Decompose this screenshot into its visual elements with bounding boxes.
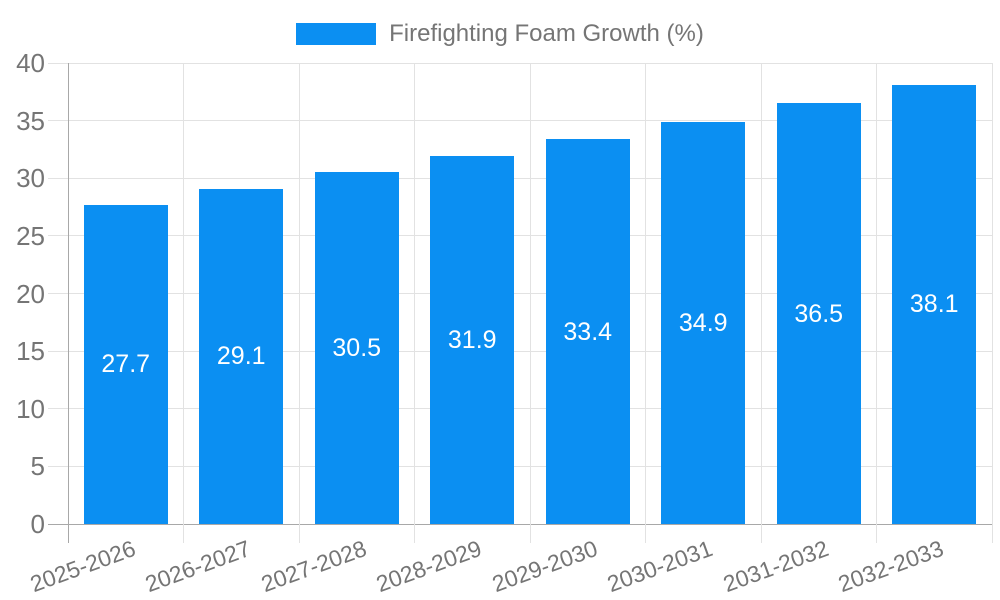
bar-value-label: 34.9	[678, 308, 728, 337]
x-axis-tick-label: 2028-2029	[372, 535, 486, 598]
v-gridline	[645, 63, 646, 543]
x-axis-line	[48, 523, 992, 525]
h-gridline	[48, 408, 992, 410]
h-gridline	[48, 177, 992, 179]
v-gridline	[876, 63, 877, 543]
x-axis-tick-label: 2030-2031	[603, 535, 717, 598]
h-gridline	[48, 350, 992, 352]
bar[interactable]	[776, 103, 861, 524]
y-axis-tick-label: 0	[30, 509, 45, 539]
y-axis-tick-label: 35	[16, 105, 45, 136]
bar[interactable]	[661, 121, 746, 524]
y-axis-tick-label: 5	[30, 451, 45, 482]
x-axis-tick-label: 2031-2032	[719, 535, 832, 598]
bar[interactable]	[430, 156, 515, 524]
bar-value-label: 27.7	[101, 350, 151, 379]
bar-value-label: 33.4	[563, 317, 613, 346]
x-axis-tick-label: 2027-2028	[257, 535, 370, 598]
x-axis-tick-label: 2032-2033	[834, 535, 948, 598]
bar[interactable]	[314, 172, 399, 524]
y-axis-tick-label: 20	[16, 278, 45, 309]
h-gridline	[48, 465, 992, 467]
v-gridline	[991, 63, 993, 543]
v-gridline	[183, 63, 184, 543]
v-gridline	[414, 63, 415, 543]
v-gridline	[529, 63, 531, 543]
y-axis-tick-label: 15	[16, 336, 45, 367]
h-gridline	[48, 62, 992, 64]
chart-legend[interactable]: Firefighting Foam Growth (%)	[0, 20, 1000, 48]
bar-value-label: 30.5	[332, 334, 382, 363]
y-axis-tick-label: 30	[16, 163, 45, 194]
legend-label: Firefighting Foam Growth (%)	[389, 20, 704, 47]
bar-value-label: 38.1	[909, 290, 959, 319]
bar[interactable]	[83, 204, 168, 524]
y-axis-line	[67, 63, 69, 543]
y-axis-tick-label: 10	[16, 393, 45, 424]
y-axis-tick-label: 40	[16, 48, 45, 78]
h-gridline	[48, 235, 992, 237]
v-gridline	[760, 63, 762, 543]
bar[interactable]	[892, 84, 977, 524]
legend-swatch-icon	[296, 23, 377, 45]
bar[interactable]	[199, 188, 284, 524]
bar-value-label: 29.1	[216, 342, 266, 371]
h-gridline	[48, 120, 992, 122]
x-axis-tick-label: 2025-2026	[26, 535, 139, 598]
h-gridline	[48, 293, 992, 294]
bar-value-label: 31.9	[447, 326, 497, 355]
x-axis-tick-label: 2026-2027	[141, 535, 255, 598]
x-axis-tick-label: 2029-2030	[488, 535, 601, 598]
bar[interactable]	[545, 139, 630, 524]
v-gridline	[298, 63, 300, 543]
bar-value-label: 36.5	[794, 299, 844, 328]
y-axis-tick-label: 25	[16, 220, 45, 251]
